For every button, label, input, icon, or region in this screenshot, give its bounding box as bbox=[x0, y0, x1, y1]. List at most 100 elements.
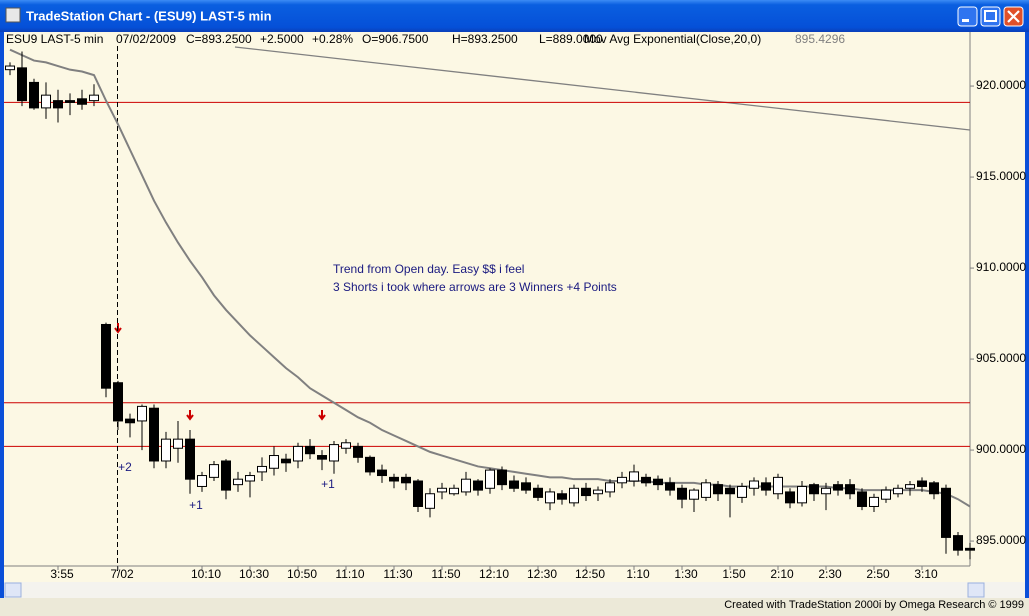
candle-body bbox=[341, 442, 351, 449]
candle-body bbox=[185, 438, 195, 480]
candle-body bbox=[677, 487, 687, 500]
candle-body bbox=[653, 478, 663, 486]
candle-body bbox=[5, 65, 15, 71]
candle-body bbox=[293, 445, 303, 462]
status-bar bbox=[0, 598, 1029, 611]
candle-body bbox=[581, 487, 591, 497]
candle-body bbox=[809, 484, 819, 495]
candle-body bbox=[569, 487, 579, 504]
title-bar bbox=[0, 0, 1029, 32]
x-tick-label: 10:50 bbox=[287, 567, 317, 581]
y-tick-label: 900.0000 bbox=[976, 442, 1026, 456]
trend-line bbox=[234, 46, 971, 131]
window-title: TradeStation Chart - (ESU9) LAST-5 min bbox=[26, 8, 272, 23]
candle-body bbox=[161, 438, 171, 462]
candle-body bbox=[461, 478, 471, 493]
candle-body bbox=[917, 480, 927, 487]
candle-body bbox=[221, 460, 231, 491]
candle-body bbox=[749, 480, 759, 489]
candle-body bbox=[881, 489, 891, 500]
x-tick-label: 12:50 bbox=[575, 567, 605, 581]
trade-label: +1 bbox=[189, 498, 203, 512]
x-tick-label: 2:10 bbox=[770, 567, 794, 581]
candle-body bbox=[101, 323, 111, 389]
x-tick-label: 12:30 bbox=[527, 567, 557, 581]
candle-body bbox=[437, 487, 447, 493]
candle-body bbox=[281, 458, 291, 464]
candle-body bbox=[29, 81, 39, 109]
maximize-button[interactable] bbox=[980, 6, 1001, 27]
minimize-button[interactable] bbox=[957, 6, 978, 27]
candle-body bbox=[497, 469, 507, 486]
x-tick-label: 11:10 bbox=[335, 567, 364, 581]
x-tick-label: 2:50 bbox=[866, 567, 890, 581]
candle-body bbox=[137, 405, 147, 422]
close-button[interactable] bbox=[1003, 6, 1024, 27]
candle-body bbox=[209, 464, 219, 478]
candle-body bbox=[317, 455, 327, 460]
candle-body bbox=[485, 469, 495, 489]
x-tick-label: 10:10 bbox=[191, 567, 221, 581]
candle-body bbox=[53, 100, 63, 109]
candle-body bbox=[965, 547, 975, 551]
x-tick-label: 1:50 bbox=[722, 567, 746, 581]
short-arrow bbox=[318, 410, 326, 421]
x-tick-label: 3:55 bbox=[50, 567, 74, 581]
x-tick-label: 12:10 bbox=[479, 567, 509, 581]
y-tick-label: 910.0000 bbox=[976, 260, 1026, 274]
info-text: +0.28% bbox=[312, 32, 353, 46]
candle-body bbox=[65, 100, 75, 103]
y-tick-label: 905.0000 bbox=[976, 351, 1026, 365]
info-text: 07/02/2009 bbox=[116, 32, 176, 46]
candle-body bbox=[401, 476, 411, 484]
x-tick-label: 7/02 bbox=[110, 567, 134, 581]
candle-body bbox=[953, 535, 963, 551]
x-tick-label: 11:50 bbox=[431, 567, 460, 581]
candle-body bbox=[761, 482, 771, 491]
candle-body bbox=[473, 480, 483, 491]
candle-body bbox=[545, 491, 555, 504]
candle-body bbox=[941, 487, 951, 538]
candle-body bbox=[665, 482, 675, 491]
short-arrow bbox=[186, 410, 194, 421]
candle-body bbox=[521, 482, 531, 491]
candle-body bbox=[173, 438, 183, 449]
candle-body bbox=[449, 487, 459, 495]
candle-body bbox=[425, 493, 435, 509]
info-text: ESU9 LAST-5 min bbox=[6, 32, 103, 46]
x-tick-label: 1:30 bbox=[674, 567, 698, 581]
candle-body bbox=[149, 407, 159, 462]
candle-body bbox=[89, 94, 99, 102]
info-text: C=893.2500 bbox=[186, 32, 252, 46]
candle-body bbox=[245, 475, 255, 482]
x-tick-label: 3:10 bbox=[914, 567, 938, 581]
info-text: H=893.2500 bbox=[452, 32, 518, 46]
trade-label: +1 bbox=[321, 477, 335, 491]
footer-text: Created with TradeStation 2000i by Omega… bbox=[724, 599, 1024, 611]
scrollbar[interactable] bbox=[4, 582, 1025, 598]
candle-body bbox=[905, 484, 915, 489]
candle-body bbox=[629, 471, 639, 482]
candle-body bbox=[737, 485, 747, 498]
candle-body bbox=[689, 489, 699, 500]
annotation: Trend from Open day. Easy $$ i feel bbox=[333, 262, 524, 276]
info-text: L=889.0000 bbox=[539, 32, 603, 46]
candle-body bbox=[593, 489, 603, 495]
candle-body bbox=[125, 418, 135, 424]
candle-body bbox=[41, 94, 51, 109]
candle-body bbox=[785, 491, 795, 504]
candle-body bbox=[845, 484, 855, 495]
candle-body bbox=[701, 482, 711, 498]
candle-body bbox=[557, 493, 567, 500]
candle-body bbox=[329, 444, 339, 462]
y-tick-label: 920.0000 bbox=[976, 78, 1026, 92]
candle-body bbox=[77, 98, 87, 105]
x-tick-label: 1:10 bbox=[626, 567, 650, 581]
candle-body bbox=[413, 480, 423, 507]
indicator-value: 895.4296 bbox=[795, 32, 845, 46]
candle-body bbox=[377, 469, 387, 477]
candle-body bbox=[389, 476, 399, 482]
candle-body bbox=[509, 480, 519, 489]
